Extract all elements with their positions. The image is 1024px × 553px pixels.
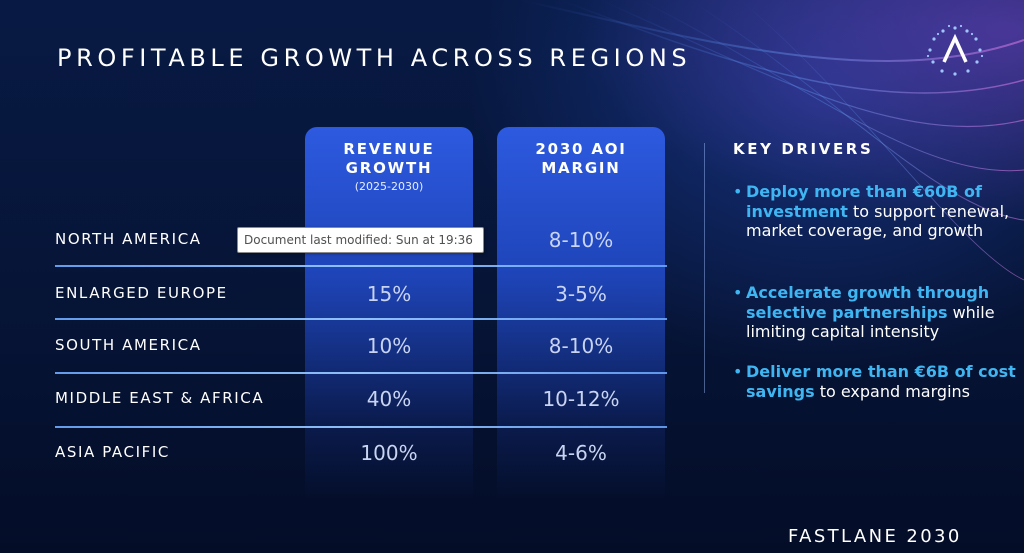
key-drivers-heading: KEY DRIVERS xyxy=(733,140,874,158)
revenue-growth-header: REVENUE GROWTH xyxy=(305,140,473,178)
revenue-enlarged-europe: 15% xyxy=(366,282,412,306)
slide-title: PROFITABLE GROWTH ACROSS REGIONS xyxy=(57,44,692,72)
driver-text: to expand margins xyxy=(814,381,970,401)
brand-logo-icon xyxy=(926,24,984,76)
row-divider xyxy=(55,372,667,374)
region-asia-pacific: ASIA PACIFIC xyxy=(55,443,170,461)
row-divider xyxy=(55,265,667,267)
region-north-america: NORTH AMERICA xyxy=(55,230,202,248)
region-south-america: SOUTH AMERICA xyxy=(55,336,202,354)
margin-enlarged-europe: 3-5% xyxy=(555,282,607,306)
driver-item: • Deploy more than €60B of investment to… xyxy=(733,182,1018,241)
revenue-header-line2: GROWTH xyxy=(345,159,433,177)
last-modified-tooltip: Document last modified: Sun at 19:36 xyxy=(237,227,484,253)
margin-south-america: 8-10% xyxy=(548,334,614,358)
revenue-header-line1: REVENUE xyxy=(343,140,435,158)
revenue-asia-pacific: 100% xyxy=(360,441,418,465)
margin-header-line2: MARGIN xyxy=(541,159,621,177)
driver-highlight: Accelerate growth through selective part… xyxy=(746,283,990,322)
row-divider xyxy=(55,318,667,320)
driver-highlight: Deliver more than €6B of cost savings xyxy=(746,362,1016,401)
margin-column-highlight xyxy=(497,127,665,499)
region-middle-east-africa: MIDDLE EAST & AFRICA xyxy=(55,389,265,407)
margin-asia-pacific: 4-6% xyxy=(555,441,607,465)
bullet-dot-icon: • xyxy=(733,362,743,381)
fastlane-footer-logo: FASTLANE 2030 xyxy=(788,526,962,547)
margin-header-line1: 2030 AOI xyxy=(535,140,627,158)
row-divider xyxy=(55,426,667,428)
bullet-dot-icon: • xyxy=(733,182,743,201)
revenue-south-america: 10% xyxy=(366,334,412,358)
revenue-header-period: (2025-2030) xyxy=(354,180,424,193)
margin-north-america: 8-10% xyxy=(548,228,614,252)
revenue-column-highlight xyxy=(305,127,473,499)
region-enlarged-europe: ENLARGED EUROPE xyxy=(55,284,228,302)
driver-highlight: Deploy more than €60B of investment xyxy=(746,182,982,221)
bullet-dot-icon: • xyxy=(733,283,743,302)
driver-item: • Accelerate growth through selective pa… xyxy=(733,283,1018,342)
driver-text: while limiting capital intensity xyxy=(746,302,995,342)
revenue-middle-east-africa: 40% xyxy=(366,387,412,411)
driver-item: • Deliver more than €6B of cost savings … xyxy=(733,362,1018,401)
aoi-margin-header: 2030 AOI MARGIN xyxy=(497,140,665,178)
margin-middle-east-africa: 10-12% xyxy=(542,387,620,411)
driver-text: to support renewal, market coverage, and… xyxy=(746,201,1010,241)
section-divider xyxy=(704,143,705,393)
